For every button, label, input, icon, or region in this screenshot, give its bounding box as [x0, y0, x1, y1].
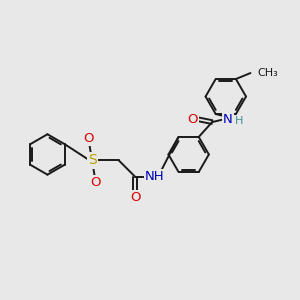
Text: H: H — [235, 116, 243, 126]
Text: NH: NH — [145, 170, 164, 183]
Text: O: O — [188, 112, 198, 126]
Text: S: S — [88, 153, 96, 167]
Text: CH₃: CH₃ — [258, 68, 278, 78]
Text: N: N — [223, 112, 232, 126]
Text: O: O — [90, 176, 101, 189]
Text: O: O — [130, 191, 140, 204]
Text: O: O — [83, 132, 94, 145]
